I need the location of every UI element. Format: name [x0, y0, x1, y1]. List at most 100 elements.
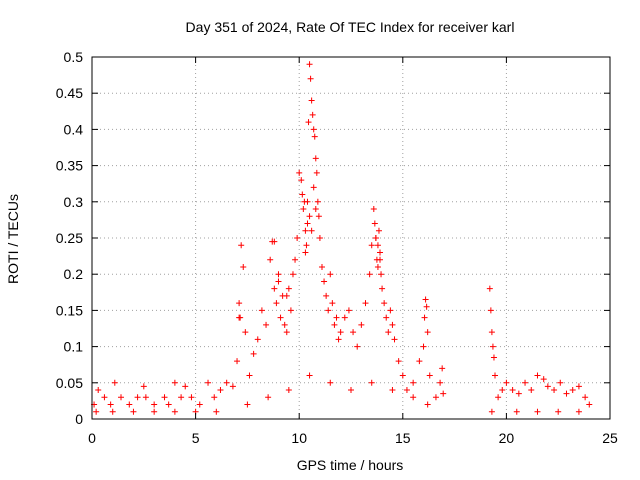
data-point — [213, 408, 220, 415]
data-point — [490, 354, 497, 361]
data-point — [151, 401, 158, 408]
data-point — [134, 394, 141, 401]
x-tick-label: 10 — [291, 430, 307, 446]
axis-ticks: 0 0.05 0.1 0.15 0.2 0.25 0.3 0.35 0.4 0.45 0.5 0 5 10… — [56, 49, 618, 446]
data-point — [196, 401, 203, 408]
data-point — [93, 408, 100, 415]
data-point — [281, 321, 288, 328]
data-point — [489, 343, 496, 350]
data-point — [544, 383, 551, 390]
data-point — [371, 220, 378, 227]
data-point — [321, 278, 328, 285]
data-point — [534, 408, 541, 415]
data-point — [308, 227, 315, 234]
data-point — [426, 372, 433, 379]
data-point — [410, 394, 417, 401]
data-point — [182, 383, 189, 390]
data-point — [254, 336, 261, 343]
data-point — [292, 256, 299, 263]
data-point — [287, 307, 294, 314]
data-point — [298, 177, 305, 184]
data-point — [306, 372, 313, 379]
data-point — [377, 256, 384, 263]
data-point — [410, 379, 417, 386]
data-point — [337, 329, 344, 336]
data-point — [372, 235, 379, 241]
data-point — [333, 314, 340, 321]
data-point — [304, 198, 311, 205]
data-point — [312, 155, 319, 162]
data-point — [246, 372, 253, 379]
y-tick-label: 0.15 — [56, 302, 83, 318]
data-point — [383, 314, 390, 321]
data-point — [377, 249, 384, 256]
data-point — [302, 249, 309, 256]
data-point — [370, 206, 377, 213]
data-point — [236, 300, 243, 307]
data-point — [238, 242, 245, 249]
data-point — [385, 329, 392, 336]
data-point — [178, 394, 185, 401]
data-point — [318, 263, 325, 270]
chart-title: Day 351 of 2024, Rate Of TEC Index for r… — [186, 19, 515, 35]
data-point — [515, 390, 522, 397]
x-tick-label: 0 — [88, 430, 96, 446]
data-point — [335, 336, 342, 343]
data-point — [387, 307, 394, 314]
data-point — [142, 394, 149, 401]
data-point — [389, 321, 396, 328]
data-point — [391, 336, 398, 343]
data-point — [499, 387, 506, 394]
y-tick-label: 0.25 — [56, 230, 83, 246]
data-point — [575, 408, 582, 415]
data-point — [205, 379, 212, 386]
data-point — [277, 314, 284, 321]
data-point — [575, 383, 582, 390]
data-point — [399, 372, 406, 379]
data-point — [492, 372, 499, 379]
data-point — [263, 321, 270, 328]
data-point — [165, 401, 172, 408]
data-point — [358, 321, 365, 328]
data-point — [109, 408, 116, 415]
data-point — [294, 235, 301, 241]
data-point — [118, 394, 125, 401]
data-point — [582, 394, 589, 401]
data-point — [311, 133, 318, 140]
data-point — [250, 350, 257, 357]
data-point — [586, 401, 593, 408]
data-point — [551, 387, 558, 394]
data-point — [310, 126, 317, 133]
data-point — [368, 242, 375, 249]
data-point — [374, 242, 381, 249]
data-point — [509, 387, 516, 394]
data-point — [313, 169, 320, 176]
data-point — [534, 372, 541, 379]
data-point — [331, 321, 338, 328]
x-tick-label: 25 — [602, 430, 618, 446]
data-point — [303, 242, 310, 249]
data-point — [314, 198, 321, 205]
data-point — [237, 314, 244, 321]
data-point — [130, 408, 137, 415]
data-point — [416, 358, 423, 365]
data-point — [95, 387, 102, 394]
data-point — [323, 292, 330, 299]
data-point — [306, 213, 313, 220]
data-point — [310, 184, 317, 191]
data-point — [161, 394, 168, 401]
grid-lines — [92, 57, 610, 419]
data-point — [171, 379, 178, 386]
data-point — [240, 263, 247, 270]
data-point — [305, 119, 312, 126]
data-point — [422, 296, 429, 303]
data-point — [350, 329, 357, 336]
data-point — [423, 303, 430, 310]
data-point — [403, 387, 410, 394]
data-point — [432, 394, 439, 401]
data-point — [329, 300, 336, 307]
data-point — [271, 285, 278, 292]
data-point — [316, 235, 323, 241]
data-point — [375, 227, 382, 234]
